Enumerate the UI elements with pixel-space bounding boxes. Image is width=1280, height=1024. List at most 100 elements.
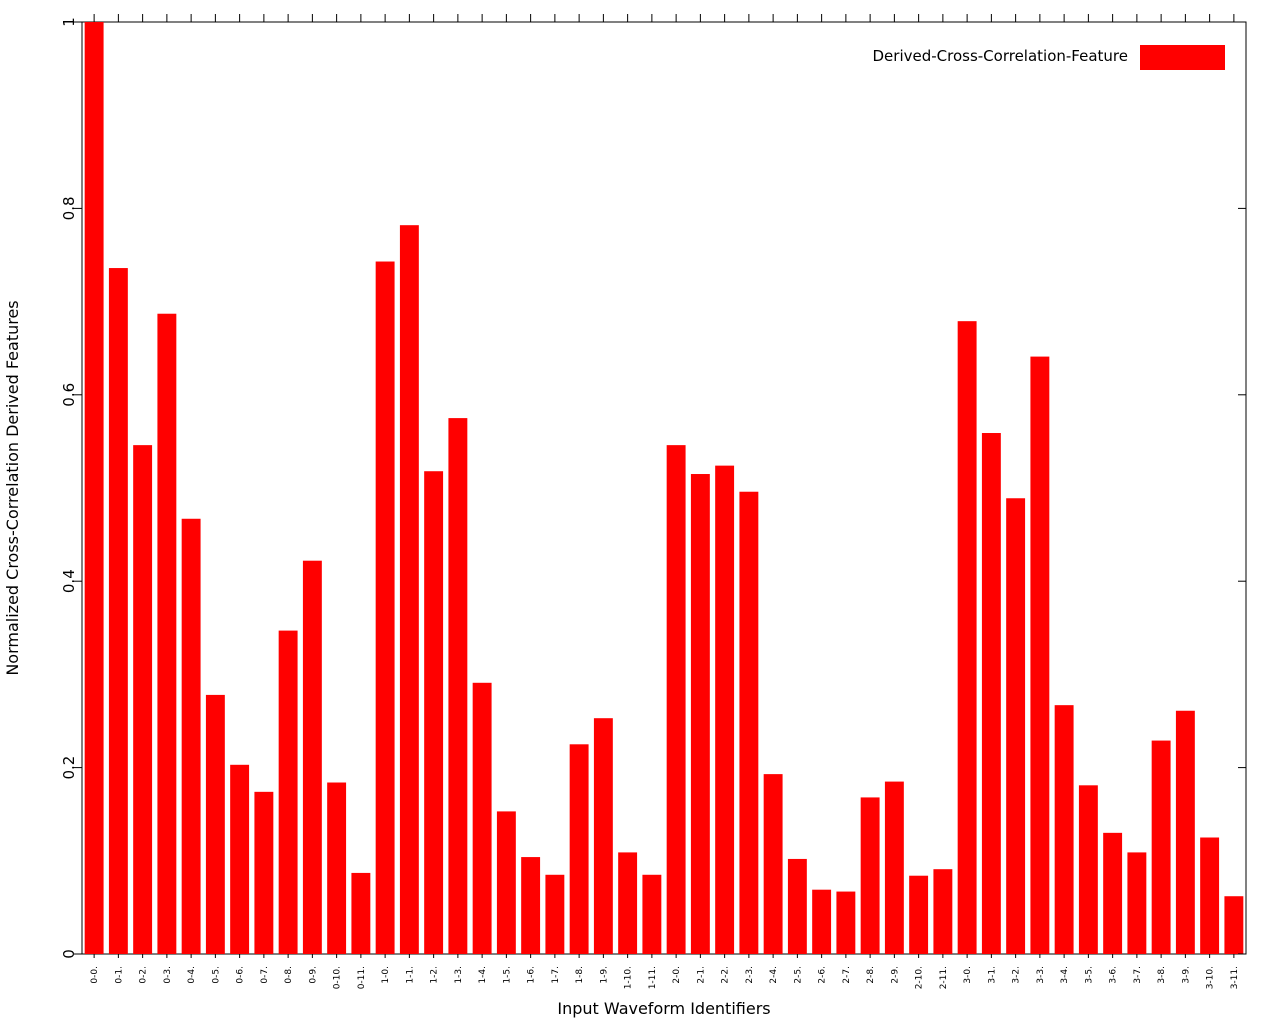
bar-2-5 [787,858,807,954]
bar-3-0 [957,321,977,954]
x-axis-title: Input Waveform Identifiers [557,999,770,1018]
bar-3-9 [1175,710,1195,954]
bar-1-7 [545,874,565,954]
bar-2-9 [884,781,904,954]
x-tick-labels: 0-0. 0-1. 0-2. 0-3. 0-4. 0-5. 0-6. 0-7. 0-8. 0-9.… [90,966,1240,989]
bar-0-0 [84,22,104,954]
bar-3-3 [1030,356,1050,955]
x-tick-label: 0-1. [114,966,124,984]
x-tick-label: 0-6. [236,966,246,984]
bar-2-4 [763,774,783,954]
bar-2-10 [909,875,929,954]
bar-1-5 [496,811,516,954]
bar-1-3 [448,418,468,955]
x-tick-label: 3-3. [1036,966,1046,984]
bar-0-5 [205,694,225,954]
bar-1-8 [569,744,589,954]
y-axis-title: Normalized Cross-Correlation Derived Fea… [3,300,22,675]
x-tick-label: 3-8. [1157,966,1167,984]
x-tick-label: 2-2. [721,966,731,984]
x-tick-label: 2-6. [818,966,828,984]
bars-group [84,22,1244,955]
bar-0-4 [181,518,201,954]
bar-1-9 [593,718,613,954]
x-tick-label: 3-6. [1109,966,1119,984]
bar-2-7 [836,891,856,954]
bar-3-7 [1127,852,1147,954]
bar-3-10 [1200,837,1220,954]
x-tick-label: 1-10. [624,966,634,989]
x-tick-label: 2-5. [793,966,803,984]
bar-1-11 [642,874,662,954]
x-tick-label: 1-7. [551,966,561,984]
bar-0-8 [278,630,298,954]
x-tick-label: 1-8. [575,966,585,984]
bar-0-6 [230,764,250,954]
x-tick-label: 3-1. [987,966,997,984]
bar-0-9 [302,560,322,954]
x-tick-label: 2-9. [890,966,900,984]
x-tick-label: 0-0. [90,966,100,984]
y-tick-label: 0.4 [60,569,78,593]
x-tick-label: 2-7. [842,966,852,984]
x-tick-label: 0-7. [260,966,270,984]
bar-2-0 [666,445,686,954]
bar-3-5 [1078,785,1098,954]
x-tick-label: 2-10. [915,966,925,989]
x-tick-label: 0-2. [139,966,149,984]
y-tick-label: 0 [60,949,78,959]
x-tick-label: 3-9. [1181,966,1191,984]
x-tick-label: 1-5. [502,966,512,984]
bar-3-4 [1054,705,1074,954]
bar-2-11 [933,869,953,954]
bar-0-2 [133,445,153,954]
bar-3-6 [1103,832,1123,954]
bar-0-7 [254,791,274,954]
bar-2-3 [739,491,759,954]
x-tick-label: 3-5. [1084,966,1094,984]
x-tick-label: 2-8. [866,966,876,984]
x-tick-label: 0-9. [308,966,318,984]
bar-1-2 [424,471,444,954]
bar-2-8 [860,797,880,954]
x-tick-label: 2-3. [745,966,755,984]
bar-1-4 [472,682,492,954]
legend-swatch [1140,45,1225,70]
bar-2-1 [690,474,710,954]
x-tick-label: 3-7. [1133,966,1143,984]
bar-2-2 [715,465,735,954]
x-tick-label: 1-4. [478,966,488,984]
x-tick-label: 1-1. [405,966,415,984]
x-tick-label: 2-1. [696,966,706,984]
x-tick-label: 0-4. [187,966,197,984]
x-tick-label: 1-3. [454,966,464,984]
x-tick-label: 0-10. [333,966,343,989]
x-tick-label: 1-6. [527,966,537,984]
x-tick-label: 0-5. [211,966,221,984]
x-tick-label: 1-9. [599,966,609,984]
x-tick-label: 3-0. [963,966,973,984]
bar-1-1 [399,225,419,954]
plot-frame [81,21,1247,955]
bar-0-11 [351,872,371,954]
legend-label: Derived-Cross-Correlation-Feature [873,47,1129,65]
x-tick-label: 3-10. [1206,966,1216,989]
y-tick-label: 1 [60,17,78,27]
x-tick-label: 2-0. [672,966,682,984]
x-tick-label: 1-0. [381,966,391,984]
x-tick-label: 3-2. [1012,966,1022,984]
bar-3-2 [1006,498,1026,954]
bar-3-1 [981,433,1001,954]
y-tick-label: 0.8 [60,196,78,220]
bar-1-6 [521,857,541,954]
x-tick-label: 1-2. [430,966,440,984]
x-tick-label: 3-4. [1060,966,1070,984]
x-tick-label: 2-11. [939,966,949,989]
bar-0-1 [108,268,128,954]
x-tick-label: 2-4. [769,966,779,984]
x-tick-label: 0-8. [284,966,294,984]
bar-2-6 [812,889,832,954]
y-tick-label: 0.2 [60,756,78,780]
legend: Derived-Cross-Correlation-Feature [873,45,1225,70]
